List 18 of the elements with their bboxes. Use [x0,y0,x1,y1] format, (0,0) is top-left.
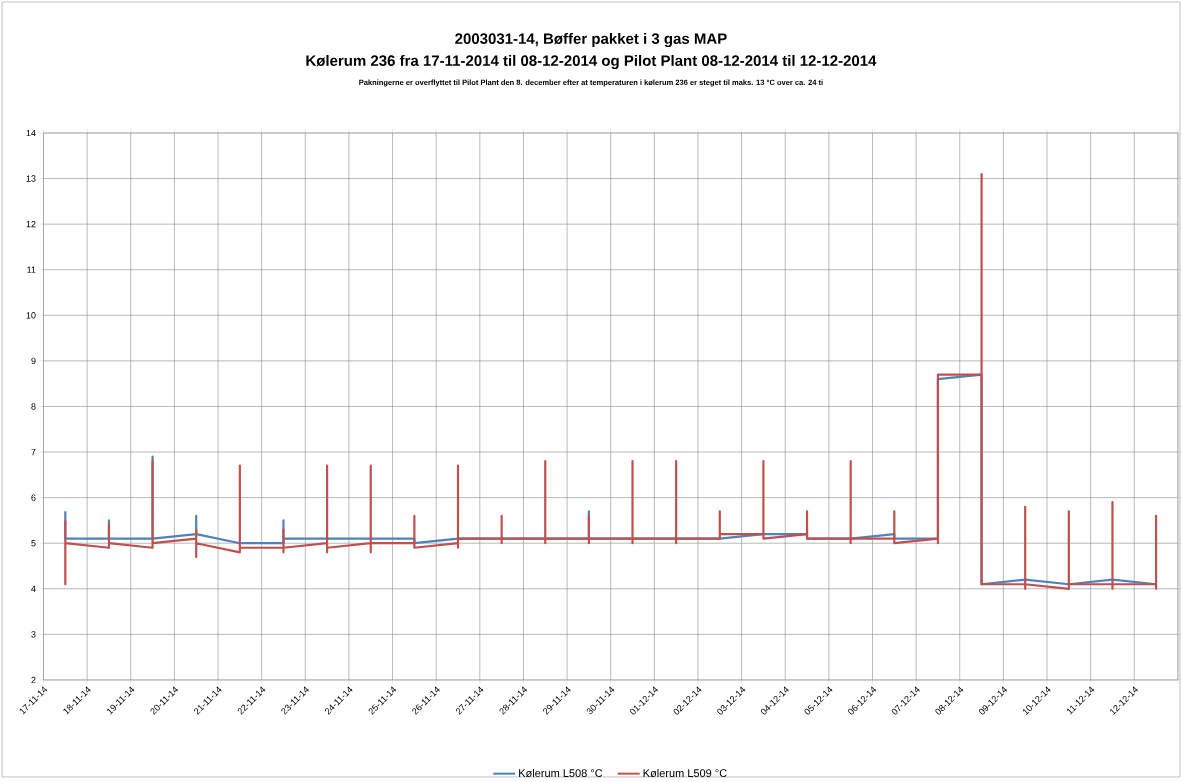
y-tick-label: 8 [31,403,36,410]
y-tick-label: 9 [31,357,36,364]
legend-label: Kølerum L508 °C [519,768,603,777]
y-tick-label: 3 [31,630,36,638]
y-tick-label: 4 [31,585,36,592]
y-tick-label: 7 [31,448,36,455]
y-tick-label: 5 [31,539,36,547]
y-tick-label: 2 [31,676,36,683]
y-tick-label: 12 [26,220,36,228]
y-tick-label: 11 [27,266,36,273]
legend-label: Kølerum L509 °C [643,768,727,777]
y-tick-label: 13 [26,175,36,182]
chart-subtitle: Kølerum 236 fra 17-11-2014 til 08-12-2014 og Pilot Plant 08-12-2014 til 12-12-2014 [306,54,877,69]
line-series [64,172,1158,590]
y-tick-label: 14 [26,129,36,136]
chart-title: 2003031-14, Bøffer pakket i 3 gas MAP [455,32,727,47]
y-tick-label: 6 [31,494,36,501]
y-tick-label: 10 [26,311,36,319]
